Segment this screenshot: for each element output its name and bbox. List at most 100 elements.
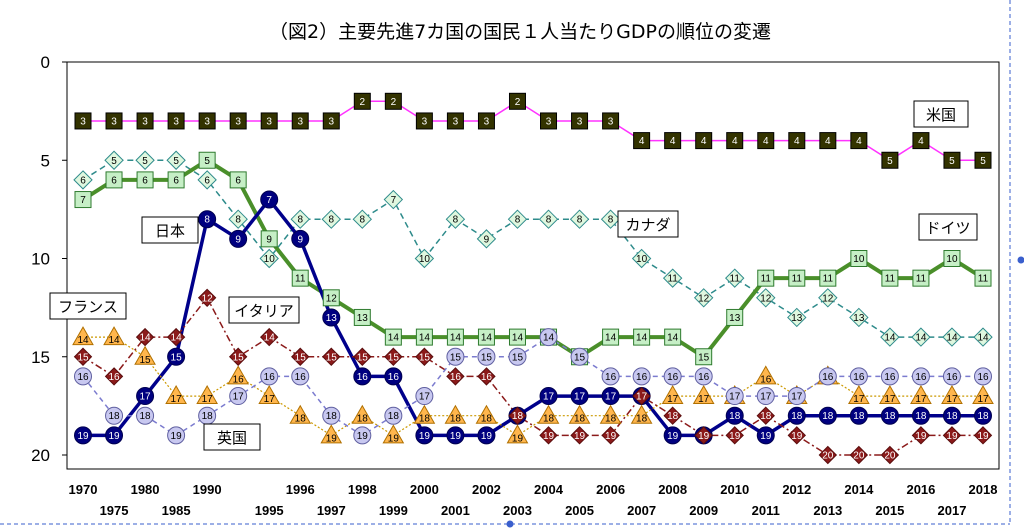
point-label: 18 <box>326 411 338 422</box>
point-marker <box>539 328 558 347</box>
point-label: 17 <box>760 392 772 403</box>
data-point: 15 <box>322 347 341 366</box>
resize-handle-bottom[interactable] <box>506 520 514 528</box>
point-marker <box>694 426 713 445</box>
point-label: 2 <box>391 97 397 108</box>
data-point: 16 <box>911 367 930 386</box>
point-marker <box>136 112 154 130</box>
point-label: 4 <box>856 136 862 147</box>
point-label: 17 <box>140 392 152 403</box>
data-point: 18 <box>413 404 436 425</box>
data-point: 14 <box>166 327 186 347</box>
point-marker <box>850 250 868 267</box>
data-point: 7 <box>383 189 404 210</box>
x-tick-label: 2013 <box>813 503 842 518</box>
point-label: 12 <box>326 293 338 304</box>
data-point: 18 <box>880 406 899 425</box>
data-point: 15 <box>167 347 186 366</box>
point-label: 11 <box>885 274 896 285</box>
point-marker <box>384 367 403 386</box>
data-point: 17 <box>229 387 248 406</box>
point-label: 18 <box>853 411 865 422</box>
point-label: 18 <box>729 411 741 422</box>
x-tick-label: 2000 <box>410 482 439 497</box>
data-point: 19 <box>167 426 186 445</box>
point-marker <box>912 132 930 150</box>
point-marker <box>103 326 125 346</box>
callout-japan-box <box>141 216 199 244</box>
point-marker <box>228 209 248 229</box>
point-marker <box>136 387 155 406</box>
data-point: 6 <box>197 170 217 190</box>
point-label: 17 <box>698 394 710 405</box>
data-point: 14 <box>880 327 900 347</box>
point-label: 4 <box>670 136 676 147</box>
x-tick-label: 2007 <box>627 503 656 518</box>
point-marker <box>910 385 932 405</box>
point-label: 11 <box>978 274 989 285</box>
point-label: 19 <box>605 431 617 442</box>
x-tick-label: 2002 <box>472 482 501 497</box>
point-marker <box>788 269 806 287</box>
point-label: 19 <box>946 431 958 442</box>
point-label: 17 <box>264 394 276 405</box>
data-point: 9 <box>291 229 310 248</box>
point-label: 17 <box>202 394 214 405</box>
point-marker <box>166 327 186 347</box>
point-label: 15 <box>698 352 710 363</box>
point-label: 12 <box>698 293 710 304</box>
point-marker <box>353 347 372 366</box>
data-point: 13 <box>787 307 807 328</box>
point-label: 13 <box>791 313 803 324</box>
resize-handle-right[interactable] <box>1017 256 1024 264</box>
callout-us-label: 米国 <box>926 106 956 124</box>
point-marker <box>538 209 559 229</box>
data-point: 16 <box>663 367 682 386</box>
callout-japan: 日本 <box>141 216 199 244</box>
point-marker <box>973 327 993 347</box>
x-tick-label: 1985 <box>162 503 191 518</box>
data-point: 16 <box>291 367 310 386</box>
point-marker <box>322 406 341 425</box>
data-point: 8 <box>198 210 217 229</box>
y-tick-label: 20 <box>31 446 50 465</box>
point-label: 8 <box>515 215 521 226</box>
data-point: 19 <box>506 424 529 444</box>
point-marker <box>415 328 433 346</box>
data-point: 3 <box>540 112 558 130</box>
point-label: 19 <box>977 431 989 442</box>
point-label: 17 <box>233 392 245 403</box>
data-point: 19 <box>446 426 465 445</box>
data-point: 8 <box>507 209 528 229</box>
point-label: 15 <box>171 352 183 363</box>
point-label: 5 <box>142 156 148 167</box>
data-point: 18 <box>849 406 868 425</box>
point-marker <box>322 112 340 130</box>
x-tick-label: 2017 <box>938 503 967 518</box>
y-tick-label: 5 <box>41 151 50 170</box>
data-point: 5 <box>943 151 961 169</box>
point-marker <box>74 367 92 386</box>
point-marker <box>972 385 994 405</box>
point-marker <box>663 426 682 445</box>
point-marker <box>849 406 868 425</box>
point-marker <box>74 112 92 130</box>
point-marker <box>570 387 589 406</box>
data-point: 14 <box>973 327 993 347</box>
point-label: 14 <box>481 333 493 344</box>
data-point: 19 <box>382 424 405 444</box>
data-point: 13 <box>849 307 869 328</box>
point-marker <box>725 268 745 288</box>
data-point: 3 <box>136 112 154 130</box>
point-label: 5 <box>204 156 210 167</box>
point-label: 19 <box>77 431 89 442</box>
point-marker <box>260 230 278 248</box>
point-marker <box>289 404 312 424</box>
point-label: 3 <box>80 116 86 127</box>
data-point: 14 <box>384 328 402 346</box>
data-point: 16 <box>849 367 868 386</box>
point-marker <box>726 132 744 150</box>
data-point: 17 <box>632 386 651 406</box>
point-label: 19 <box>543 431 555 442</box>
callout-italy: イタリア <box>228 296 300 324</box>
